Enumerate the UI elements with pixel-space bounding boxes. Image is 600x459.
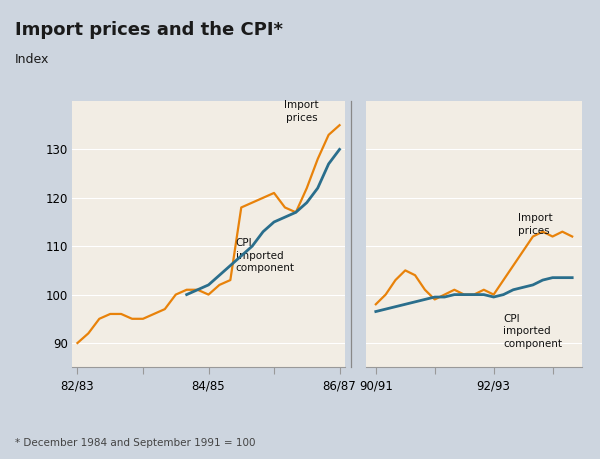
Text: Import
prices: Import prices: [518, 213, 553, 235]
Text: CPI
imported
component: CPI imported component: [236, 239, 295, 273]
Text: * December 1984 and September 1991 = 100: * December 1984 and September 1991 = 100: [15, 437, 256, 448]
Text: Import
prices: Import prices: [284, 101, 319, 123]
Text: Import prices and the CPI*: Import prices and the CPI*: [15, 21, 283, 39]
Text: CPI
imported
component: CPI imported component: [503, 314, 562, 349]
Text: Index: Index: [15, 53, 49, 66]
